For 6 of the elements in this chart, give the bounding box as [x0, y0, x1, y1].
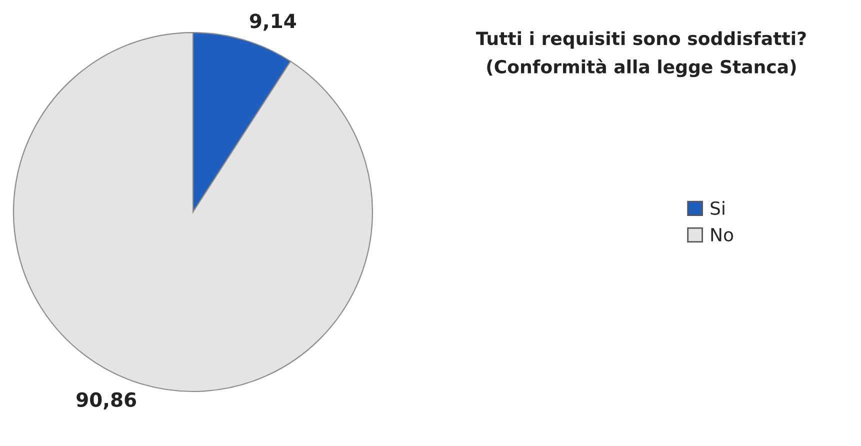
data-label: 9,14 [250, 14, 296, 31]
legend-label: No [711, 228, 734, 242]
pie-slice [12, 32, 374, 392]
legend-label: Si [710, 201, 724, 215]
data-label: 90,86 [76, 392, 136, 410]
text: Tutti i requisiti sono soddisfatti? (Conformità alla legge Stanca) [476, 31, 806, 78]
